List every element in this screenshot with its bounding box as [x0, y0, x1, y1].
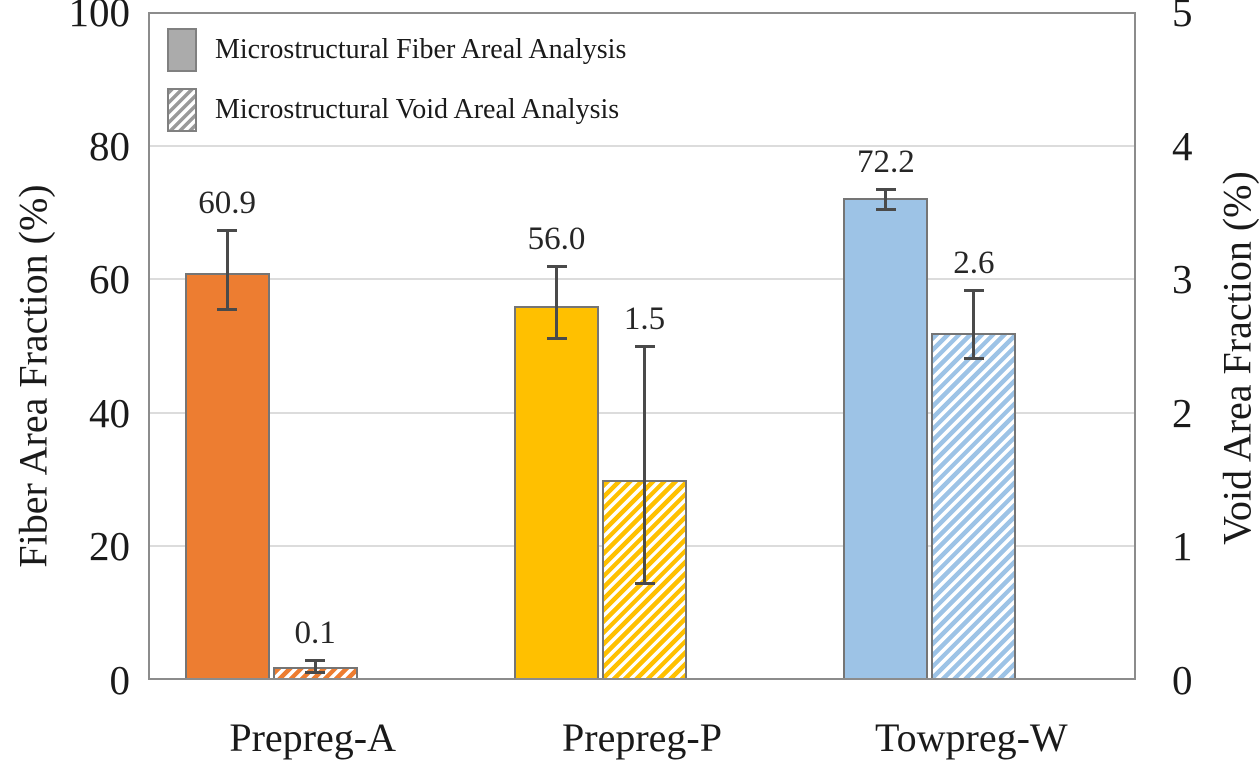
error-bar-cap: [963, 288, 984, 292]
void-series-hatched-swatch-icon: [167, 88, 197, 132]
category-label: Towpreg-W: [874, 715, 1068, 760]
right-axis-tick-label: 4: [1172, 122, 1193, 169]
fiber-bar: [184, 273, 270, 680]
gridline: [148, 411, 1136, 414]
error-bar-line: [313, 659, 317, 674]
right-axis-tick-label: 5: [1172, 0, 1193, 35]
data-label: 56.0: [527, 220, 586, 257]
error-bar-cap: [634, 345, 655, 348]
left-axis-tick-label: 60: [89, 256, 130, 303]
error-bar-line: [972, 289, 976, 360]
legend-label-fiber: Microstructural Fiber Areal Analysis: [215, 34, 627, 65]
right-axis-tick-label: 0: [1172, 657, 1193, 703]
right-axis-tick-label: 3: [1172, 256, 1193, 303]
error-bar-line: [884, 189, 888, 211]
data-label: 60.9: [198, 184, 257, 221]
error-bar-cap: [875, 208, 896, 212]
data-label: 2.6: [953, 244, 995, 281]
error-bar-cap: [305, 658, 326, 662]
left-axis-tick-label: 0: [109, 657, 131, 703]
error-bar-cap: [217, 228, 238, 232]
left-axis-title: Fiber Area Fraction (%): [10, 184, 56, 568]
left-axis-tick-label: 80: [89, 122, 130, 169]
left-axis-tick-label: 100: [68, 0, 131, 35]
legend-label-void: Microstructural Void Areal Analysis: [215, 94, 620, 125]
error-bar-cap: [217, 307, 238, 311]
left-axis-tick-label: 40: [89, 389, 130, 436]
plot-area: 60.9 56.0 72.2 0.1 1.5 2.6: [148, 12, 1136, 680]
error-bar-cap: [963, 357, 984, 361]
data-label: 72.2: [856, 144, 915, 181]
error-bar-cap: [546, 264, 567, 268]
data-label: 1.5: [623, 301, 666, 337]
gridline: [148, 144, 1136, 147]
right-axis-tick-label: 1: [1172, 523, 1193, 570]
category-label: Prepreg-P: [562, 715, 722, 760]
error-bar-cap: [305, 671, 326, 675]
void-bar-hatched: [931, 332, 1017, 680]
right-axis-tick-label: 2: [1172, 389, 1193, 436]
error-bar-line: [643, 346, 646, 584]
data-label: 0.1: [294, 614, 336, 651]
error-bar-cap: [875, 188, 896, 192]
error-bar-cap: [634, 581, 655, 585]
error-bar-line: [225, 229, 229, 310]
left-axis-tick-label: 20: [89, 523, 130, 570]
gridline: [148, 278, 1136, 281]
fiber-bar: [843, 197, 929, 680]
error-bar-line: [555, 265, 558, 340]
error-bar-cap: [546, 337, 567, 341]
fiber-series-swatch-icon: [167, 28, 197, 72]
category-label: Prepreg-A: [229, 715, 396, 760]
right-axis-title: Void Area Fraction (%): [1214, 171, 1260, 545]
fiber-bar: [514, 305, 599, 680]
